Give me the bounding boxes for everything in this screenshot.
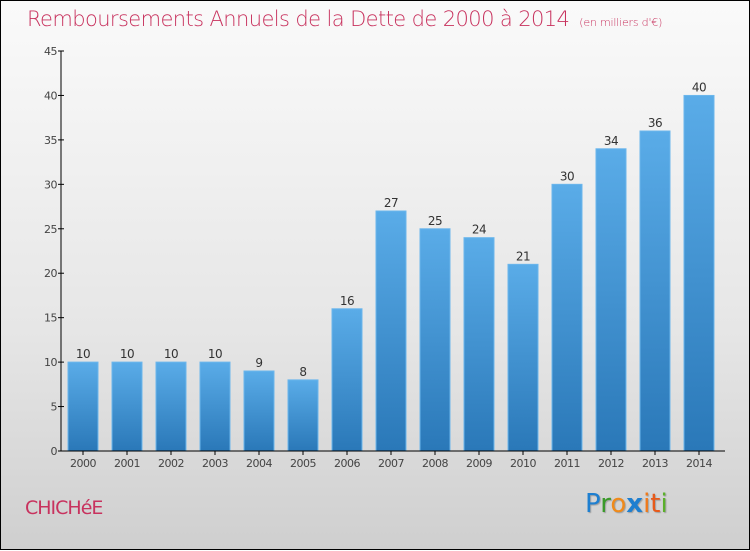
proxiti-logo[interactable]: Proxiti	[585, 489, 668, 519]
bar-2001	[111, 361, 143, 452]
value-label-2012: 34	[604, 134, 618, 148]
x-tick-label-2010: 2010	[510, 457, 536, 470]
bar-2004	[243, 370, 275, 452]
axes-group: 2000 2001 2002 2003 2004 2005 2006 2007 2008 2009…	[44, 45, 725, 470]
value-label-2011: 30	[560, 169, 574, 183]
title-main: Remboursements Annuels de la Dette de 20…	[27, 7, 570, 31]
y-tick-label-15: 15	[44, 312, 57, 325]
commune-name: CHICHéE	[25, 497, 103, 519]
value-label-2002: 10	[164, 347, 178, 361]
bar-2012	[595, 148, 627, 452]
y-tick-label-20: 20	[44, 267, 57, 280]
x-tick-label-2003: 2003	[202, 457, 228, 470]
y-tick-label-35: 35	[44, 134, 57, 147]
y-tick-label-5: 5	[51, 401, 58, 414]
value-label-2000: 10	[76, 347, 90, 361]
x-tick-label-2006: 2006	[334, 457, 360, 470]
bar-2014	[683, 94, 715, 452]
logo-letter: i	[643, 489, 651, 519]
bar-2008	[419, 228, 451, 452]
x-tick-label-2004: 2004	[246, 457, 272, 470]
bar-2013	[639, 130, 671, 452]
bar-2010	[507, 263, 539, 452]
value-label-2005: 8	[299, 365, 306, 379]
value-label-2009: 24	[472, 223, 486, 237]
logo-letter: r	[600, 489, 611, 519]
y-tick-label-40: 40	[44, 89, 57, 102]
bar-2007	[375, 210, 407, 452]
logo-letter: t	[650, 489, 661, 519]
bar-2003	[199, 361, 231, 452]
x-tick-label-2002: 2002	[158, 457, 184, 470]
x-tick-label-2014: 2014	[686, 457, 712, 470]
bar-2009	[463, 237, 495, 452]
logo-letter: o	[610, 489, 627, 519]
value-label-2006: 16	[340, 294, 354, 308]
x-tick-label-2007: 2007	[378, 457, 404, 470]
bars-group: 10 10 10 10 9 8 16 27 25 24 21 30 34 36 40	[67, 80, 715, 452]
logo-letter: P	[585, 489, 601, 519]
y-tick-label-45: 45	[44, 45, 57, 58]
value-label-2007: 27	[384, 196, 398, 210]
value-label-2001: 10	[120, 347, 134, 361]
title-unit: (en milliers d'€)	[579, 16, 663, 29]
chart-title: Remboursements Annuels de la Dette de 20…	[27, 7, 662, 31]
value-label-2013: 36	[648, 116, 662, 130]
bar-2006	[331, 308, 363, 452]
x-tick-label-2005: 2005	[290, 457, 316, 470]
y-tick-label-25: 25	[44, 223, 57, 236]
x-tick-label-2008: 2008	[422, 457, 448, 470]
bar-2002	[155, 361, 187, 452]
logo-letter: i	[660, 489, 668, 519]
x-tick-label-2011: 2011	[554, 457, 580, 470]
x-tick-label-2001: 2001	[114, 457, 140, 470]
x-tick-label-2012: 2012	[598, 457, 624, 470]
bar-2005	[287, 379, 319, 452]
y-tick-label-10: 10	[44, 356, 57, 369]
x-tick-label-2009: 2009	[466, 457, 492, 470]
value-label-2003: 10	[208, 347, 222, 361]
bar-2000	[67, 361, 99, 452]
logo-letter: x	[626, 489, 644, 519]
x-tick-label-2013: 2013	[642, 457, 668, 470]
value-label-2008: 25	[428, 214, 442, 228]
value-label-2004: 9	[255, 356, 262, 370]
y-tick-label-30: 30	[44, 178, 57, 191]
bar-2011	[551, 183, 583, 452]
value-label-2014: 40	[692, 80, 706, 94]
value-label-2010: 21	[516, 249, 530, 263]
y-tick-label-0: 0	[51, 445, 58, 458]
x-tick-label-2000: 2000	[70, 457, 96, 470]
